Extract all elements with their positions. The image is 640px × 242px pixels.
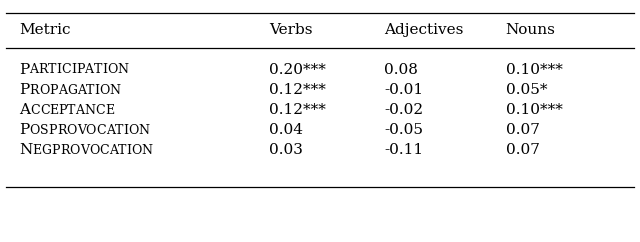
Text: O: O (89, 144, 99, 157)
Text: T: T (86, 83, 94, 97)
Text: O: O (67, 123, 77, 136)
Text: S: S (40, 123, 49, 136)
Text: R: R (57, 123, 67, 136)
Text: -0.01: -0.01 (384, 83, 423, 97)
Text: V: V (80, 144, 89, 157)
Text: G: G (67, 83, 77, 97)
Text: I: I (102, 63, 107, 76)
Text: A: A (77, 83, 86, 97)
Text: A: A (106, 123, 115, 136)
Text: R: R (38, 63, 48, 76)
Text: 0.03: 0.03 (269, 143, 303, 157)
Text: P: P (19, 83, 29, 97)
Text: P: P (19, 63, 29, 77)
Text: E: E (105, 104, 114, 116)
Text: T: T (93, 63, 102, 76)
Text: N: N (84, 104, 95, 116)
Text: G: G (42, 144, 52, 157)
Text: A: A (19, 103, 30, 117)
Text: N: N (141, 144, 153, 157)
Text: 0.08: 0.08 (384, 63, 418, 77)
Text: P: P (49, 123, 57, 136)
Text: I: I (56, 63, 61, 76)
Text: 0.07: 0.07 (506, 123, 540, 137)
Text: T: T (67, 104, 76, 116)
Text: E: E (49, 104, 59, 116)
Text: R: R (60, 144, 70, 157)
Text: O: O (29, 123, 40, 136)
Text: P: P (52, 144, 60, 157)
Text: V: V (77, 123, 86, 136)
Text: 0.05*: 0.05* (506, 83, 547, 97)
Text: N: N (109, 83, 120, 97)
Text: C: C (40, 104, 49, 116)
Text: C: C (30, 104, 40, 116)
Text: E: E (33, 144, 42, 157)
Text: -0.05: -0.05 (384, 123, 423, 137)
Text: Metric: Metric (19, 23, 70, 37)
Text: N: N (138, 123, 150, 136)
Text: I: I (126, 144, 131, 157)
Text: A: A (58, 83, 67, 97)
Text: O: O (99, 83, 109, 97)
Text: N: N (117, 63, 128, 76)
Text: C: C (61, 63, 71, 76)
Text: -0.02: -0.02 (384, 103, 423, 117)
Text: O: O (107, 63, 117, 76)
Text: I: I (123, 123, 128, 136)
Text: P: P (59, 104, 67, 116)
Text: 0.10***: 0.10*** (506, 103, 563, 117)
Text: I: I (94, 83, 99, 97)
Text: A: A (76, 104, 84, 116)
Text: A: A (29, 63, 38, 76)
Text: O: O (128, 123, 138, 136)
Text: C: C (99, 144, 109, 157)
Text: O: O (86, 123, 96, 136)
Text: C: C (96, 123, 106, 136)
Text: 0.04: 0.04 (269, 123, 303, 137)
Text: A: A (109, 144, 118, 157)
Text: A: A (84, 63, 93, 76)
Text: Verbs: Verbs (269, 23, 312, 37)
Text: T: T (115, 123, 123, 136)
Text: Adjectives: Adjectives (384, 23, 463, 37)
Text: 0.12***: 0.12*** (269, 83, 326, 97)
Text: 0.10***: 0.10*** (506, 63, 563, 77)
Text: P: P (49, 83, 58, 97)
Text: -0.11: -0.11 (384, 143, 423, 157)
Text: 0.07: 0.07 (506, 143, 540, 157)
Text: Nouns: Nouns (506, 23, 556, 37)
Text: 0.20***: 0.20*** (269, 63, 326, 77)
Text: P: P (76, 63, 84, 76)
Text: R: R (29, 83, 39, 97)
Text: I: I (71, 63, 76, 76)
Text: C: C (95, 104, 105, 116)
Text: O: O (39, 83, 49, 97)
Text: O: O (131, 144, 141, 157)
Text: O: O (70, 144, 80, 157)
Text: T: T (118, 144, 126, 157)
Text: T: T (48, 63, 56, 76)
Text: N: N (19, 143, 33, 157)
Text: P: P (19, 123, 29, 137)
Text: 0.12***: 0.12*** (269, 103, 326, 117)
